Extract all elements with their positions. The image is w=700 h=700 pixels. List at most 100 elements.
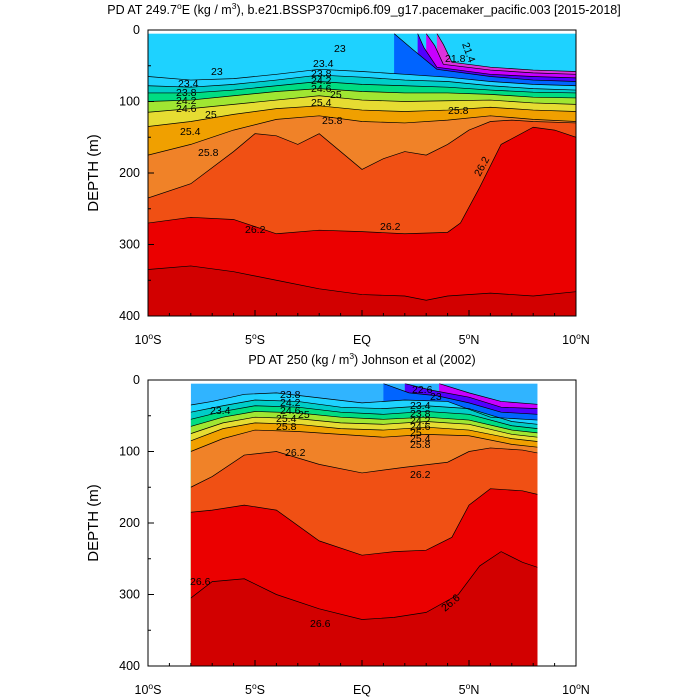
contour-line-25: [148, 95, 576, 113]
contour-label-25-4-b: 25.4: [311, 97, 332, 109]
y-tick-label: 100: [119, 445, 140, 459]
contour-label-25-8-b: 25.8: [410, 439, 431, 451]
contour-band-27: [148, 265, 576, 316]
y-tick-label: 400: [119, 659, 140, 673]
contour-label-23-4-b: 23.4: [410, 400, 431, 412]
contour-line-24-6: [190, 411, 538, 434]
contour-label-26-2-a: 26.2: [245, 224, 266, 236]
x-tick-5s: 5oS: [245, 681, 265, 697]
contour-label-26-2-b: 26.2: [410, 469, 431, 481]
contour-label-24-2-a: 24.2: [176, 95, 197, 107]
y-axis-label: DEPTH (m): [85, 484, 102, 562]
contour-band-26-6: [148, 127, 576, 316]
contour-label-23-4-b: 23.4: [313, 58, 334, 70]
y-tick-label: 200: [119, 166, 140, 180]
x-tick-10n: 10oN: [562, 681, 590, 697]
contour-label-25: 25: [298, 409, 310, 421]
contour-label-26-6-a: 26.6: [190, 576, 211, 588]
panel-title: PD AT 249.7oE (kg / m3), b.e21.BSSP370cm…: [107, 1, 621, 17]
contour-line-22-2: [425, 33, 576, 75]
contour-line-24-2: [190, 405, 538, 429]
contour-label-23-8-b: 23.8: [311, 68, 332, 80]
contour-line-26-6: [148, 126, 576, 235]
contour-line-23: [393, 33, 576, 82]
contour-label-24-6: 24.6: [280, 405, 301, 417]
contour-label-24-6-a: 24.6: [176, 103, 197, 115]
contour-line-27: [190, 551, 538, 620]
contour-label-25-4: 25.4: [276, 413, 297, 425]
contour-label-25-4-b: 25.4: [410, 433, 431, 445]
contour-line-25: [190, 416, 538, 438]
plot-frame: [147, 379, 577, 667]
contour-lines: [190, 383, 538, 620]
y-tick-label: 200: [119, 516, 140, 530]
contour-label-23-4-a: 23.4: [178, 78, 199, 90]
contour-line-23: [383, 383, 538, 415]
y-tick-label: 300: [119, 588, 140, 602]
contour-label-23-8-a: 23.8: [176, 87, 197, 99]
contour-label-24-2: 24.2: [280, 397, 301, 409]
contour-label-23-4: 23.4: [210, 405, 231, 417]
x-tick-eq: EQ: [353, 333, 371, 347]
y-tick-label: 300: [119, 238, 140, 252]
contour-label-25-8: 25.8: [276, 421, 297, 433]
contour-label-24-6-b: 24.6: [410, 421, 431, 433]
x-tick-5s: 5oS: [245, 331, 265, 347]
plot-frame: [147, 29, 577, 317]
contour-lines: [148, 33, 576, 301]
contour-label-26-2-a: 26.2: [285, 447, 306, 459]
panel-observations: PD AT 250 (kg / m3) Johnson et al (2002)…: [85, 351, 590, 697]
contour-label-25-b: 25: [330, 89, 342, 101]
contour-fills: [190, 383, 538, 666]
contour-label-24-2-b: 24.2: [410, 415, 431, 427]
contour-line-23-4: [148, 68, 576, 87]
contour-line-22-6: [404, 383, 538, 409]
contour-line-25-8: [190, 429, 538, 452]
contour-line-23-8: [190, 399, 538, 425]
contour-band-27: [190, 551, 538, 666]
y-tick-label: 0: [133, 373, 140, 387]
contour-label-26-6-b: 26.6: [310, 618, 331, 630]
panel-title: PD AT 250 (kg / m3) Johnson et al (2002): [248, 351, 475, 367]
y-tick-labels: 0 100 200 300 400: [119, 23, 140, 323]
contour-labels: 23.4 23.8 24.2 24.6 25 25.4 25.8 22.6 23…: [190, 384, 463, 630]
contour-label-23: 23: [430, 391, 442, 403]
panel-model: PD AT 249.7oE (kg / m3), b.e21.BSSP370cm…: [85, 1, 621, 347]
y-tick-label: 100: [119, 95, 140, 109]
y-tick-label: 400: [119, 309, 140, 323]
contour-line-23-4: [190, 392, 538, 421]
x-tick-10n: 10oN: [562, 331, 590, 347]
contour-line-25-4: [148, 105, 576, 127]
contour-label-23-8: 23.8: [280, 389, 301, 401]
y-axis-label: DEPTH (m): [85, 134, 102, 212]
contour-line-23-8: [148, 74, 576, 91]
contour-line-25-4: [190, 422, 538, 442]
contour-line-27: [148, 265, 576, 301]
contour-label-22-6: 22.6: [412, 384, 433, 396]
x-tick-labels: 10oS 5oS EQ 5oN 10oN: [135, 681, 590, 697]
contour-line-24-2: [148, 81, 576, 94]
contour-label-26-2-b: 26.2: [380, 221, 401, 233]
contour-fills: [148, 33, 576, 316]
contour-label-24-2-b: 24.2: [311, 75, 332, 87]
x-tick-10s: 10oS: [135, 331, 162, 347]
x-tick-10s: 10oS: [135, 681, 162, 697]
contour-label-23-8-b: 23.8: [410, 408, 431, 420]
x-tick-5n: 5oN: [459, 331, 480, 347]
contour-line-26-2: [190, 447, 538, 488]
contour-line-26-2: [148, 119, 576, 199]
contour-label-25-b: 25: [410, 427, 422, 439]
contour-line-25-8: [148, 115, 576, 156]
x-tick-eq: EQ: [353, 683, 371, 697]
contour-line-21-8: [436, 33, 576, 72]
x-tick-5n: 5oN: [459, 681, 480, 697]
contour-labels: 21.4 21.8 23 23 23.4 23.4 23.8 23.8 24.2…: [176, 41, 492, 236]
contour-label-21-8: 21.8: [445, 53, 466, 65]
contour-label-23-b: 23: [334, 43, 346, 55]
contour-line-22-6: [417, 33, 576, 79]
contour-label-23-a: 23: [211, 66, 223, 78]
contour-line-24-6: [148, 88, 576, 102]
contour-label-25-8-b: 25.8: [322, 115, 343, 127]
contour-label-25-8-c: 25.8: [448, 105, 469, 117]
